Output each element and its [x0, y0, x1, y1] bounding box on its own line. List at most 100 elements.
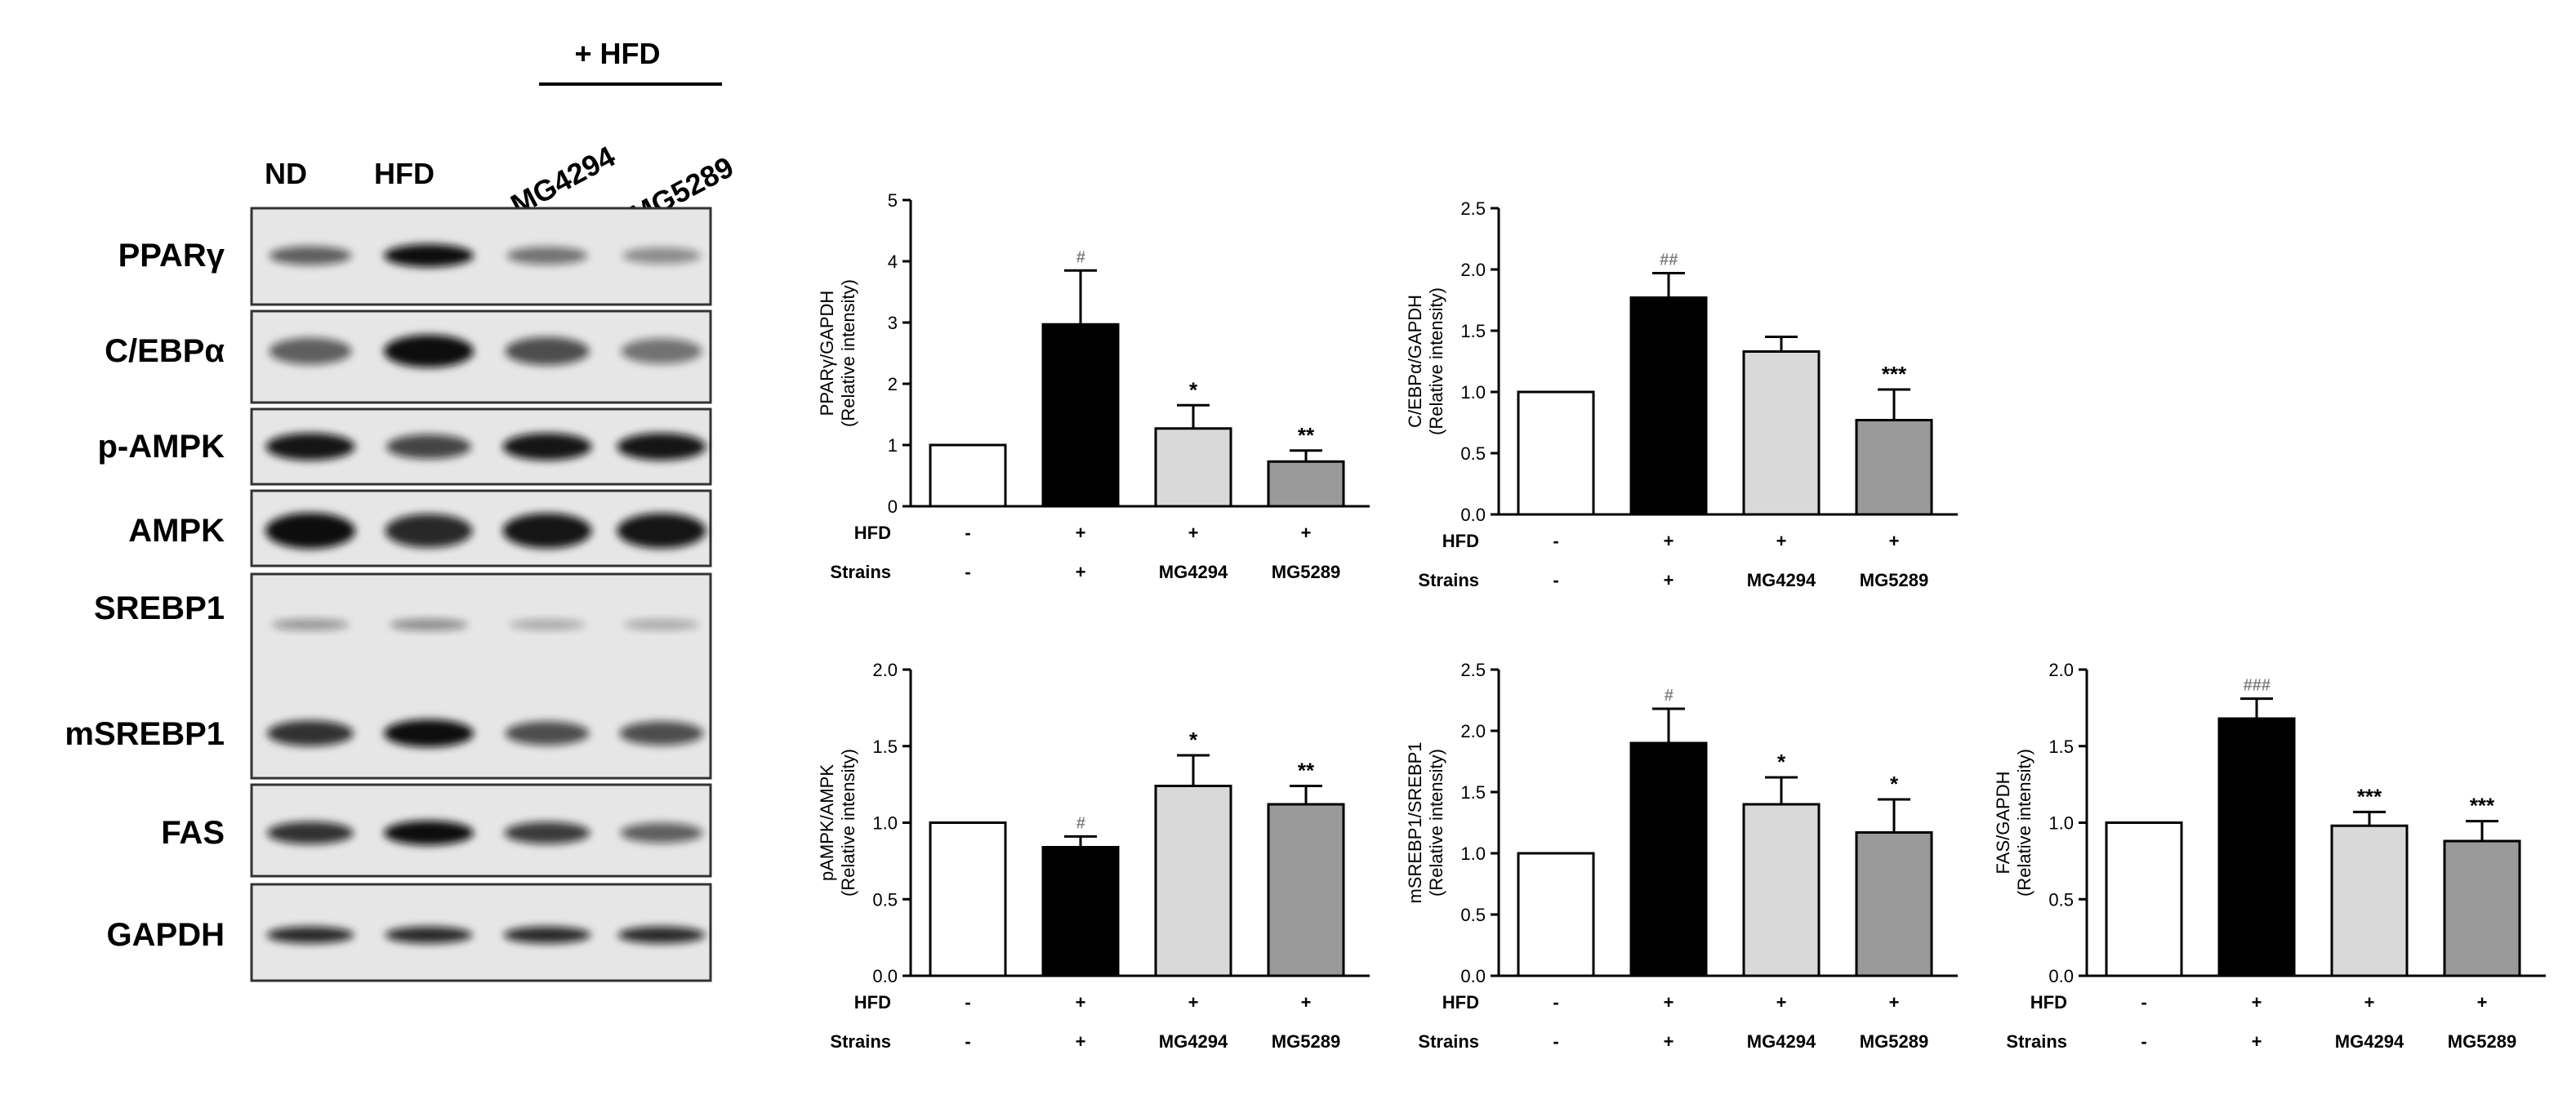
bar-MG4294: [1154, 785, 1232, 977]
significance-mark: #: [1076, 248, 1085, 266]
fas-gapdh-chart: 0.0 0.5 1.0 1.5 2.0 FAS/GAPDH (Relative intens…: [1993, 660, 2546, 1052]
y-axis-label: (Relative intensity): [838, 749, 858, 897]
strain-value: +: [1076, 1031, 1086, 1052]
blot-band: [265, 433, 355, 461]
blot-band: [265, 513, 355, 549]
y-tick-label: 2: [888, 374, 898, 394]
blot-band: [503, 926, 591, 944]
strain-value: MG4294: [1747, 570, 1816, 590]
blot-band: [617, 433, 706, 461]
ppar-gamma-chart: 0 1 2 3 4 5 PPARγ/GAPDH (Relative intensity) - - #…: [817, 190, 1370, 582]
y-axis-label: pAMPK/AMPK: [817, 764, 837, 881]
hfd-value: +: [1188, 523, 1199, 543]
blot-band: [622, 247, 701, 265]
significance-mark: *: [1189, 728, 1198, 752]
hfd-value: +: [2477, 992, 2488, 1013]
bar-HFD: [1041, 846, 1120, 977]
lane-label: HFD: [374, 157, 435, 190]
y-axis-label: FAS/GAPDH: [1993, 772, 2013, 875]
strain-value: MG4294: [1747, 1031, 1816, 1052]
y-axis-label: (Relative intensity): [2014, 749, 2035, 897]
blot-row-label: AMPK: [128, 513, 225, 549]
significance-mark: ###: [2243, 677, 2271, 695]
y-tick-label: 1.0: [872, 813, 898, 834]
hfd-value: +: [1076, 992, 1086, 1013]
y-tick-label: 2.5: [1460, 198, 1486, 219]
strain-value: +: [1664, 1031, 1674, 1052]
strain-value: -: [1553, 570, 1558, 590]
hfd-value: +: [1301, 523, 1312, 543]
blot-band: [384, 821, 474, 845]
hfd-value: -: [1553, 531, 1558, 551]
strain-value: -: [965, 562, 970, 582]
y-axis-label: (Relative intensity): [838, 279, 858, 427]
hfd-row-label: HFD: [854, 992, 891, 1013]
blot-band: [269, 246, 352, 265]
y-axis-label: PPARγ/GAPDH: [817, 291, 837, 416]
hfd-value: +: [1889, 992, 1900, 1013]
bar-MG4294: [1742, 350, 1821, 516]
significance-mark: ***: [2357, 784, 2382, 808]
significance-mark: *: [1777, 750, 1786, 774]
bar-MG4294: [2330, 824, 2409, 977]
y-tick-label: 1.0: [2048, 813, 2074, 834]
bar-HFD: [1041, 323, 1120, 508]
hfd-value: -: [1553, 992, 1558, 1013]
blot-band: [502, 513, 592, 549]
bar-MG5289: [1267, 803, 1345, 977]
blot-band: [384, 244, 474, 267]
strain-value: -: [2141, 1031, 2146, 1052]
hfd-value: +: [1664, 531, 1674, 551]
blot-band: [384, 335, 474, 367]
strain-value: -: [1553, 1031, 1558, 1052]
y-tick-label: 0.5: [1460, 905, 1486, 925]
bar-MG5289: [2443, 839, 2521, 977]
blot-row-label: FAS: [161, 815, 225, 851]
hfd-row-label: HFD: [1442, 992, 1479, 1013]
blot-band: [505, 336, 590, 366]
blot-band: [505, 721, 590, 746]
bar-MG5289: [1855, 419, 1933, 516]
blot-band: [384, 719, 474, 747]
msrebp1-srebp1-chart: 0.0 0.5 1.0 1.5 2.0 2.5 mSREBP1/SREBP1 (Relativ…: [1405, 660, 1958, 1052]
hfd-value: +: [2364, 992, 2375, 1013]
strain-value: +: [2252, 1031, 2262, 1052]
significance-mark: ***: [2470, 794, 2495, 818]
significance-mark: **: [1298, 759, 1315, 783]
hfd-row-label: HFD: [1442, 531, 1479, 551]
strains-row-label: Strains: [830, 1031, 891, 1052]
strain-value: +: [1076, 562, 1086, 582]
y-tick-label: 2.0: [872, 660, 898, 680]
y-tick-label: 1.0: [1460, 382, 1486, 403]
y-tick-label: 1.5: [872, 737, 898, 757]
y-tick-label: 0.0: [1460, 505, 1486, 525]
significance-mark: #: [1076, 814, 1085, 832]
y-axis-label: (Relative intensity): [1426, 287, 1446, 435]
y-axis-label: mSREBP1/SREBP1: [1405, 741, 1425, 903]
hfd-row-label: HFD: [2030, 992, 2067, 1013]
hfd-value: -: [2141, 992, 2146, 1013]
blot-band: [506, 247, 588, 265]
significance-mark: **: [1298, 423, 1315, 447]
strains-row-label: Strains: [2006, 1031, 2067, 1052]
blot-band: [390, 618, 468, 631]
blot-band: [269, 337, 352, 365]
bar-HFD: [2217, 717, 2296, 977]
bar-MG4294: [1742, 803, 1821, 977]
y-tick-label: 0.0: [872, 966, 898, 986]
y-tick-label: 0.0: [2048, 966, 2074, 986]
blot-row-label: PPARγ: [118, 238, 225, 274]
y-tick-label: 0.5: [1460, 443, 1486, 464]
strain-value: MG5289: [1860, 1031, 1928, 1052]
hfd-value: +: [1776, 531, 1787, 551]
y-tick-label: 1.5: [1460, 782, 1486, 803]
hfd-value: -: [965, 992, 970, 1013]
blot-band: [623, 619, 700, 630]
strain-value: MG5289: [2448, 1031, 2516, 1052]
blot-band: [617, 926, 706, 944]
y-tick-label: 2.0: [2048, 660, 2074, 680]
bar-ND: [929, 821, 1007, 977]
strain-value: +: [1664, 570, 1674, 590]
hfd-value: +: [1664, 992, 1674, 1013]
blot-row-label: SREBP1: [94, 590, 225, 626]
